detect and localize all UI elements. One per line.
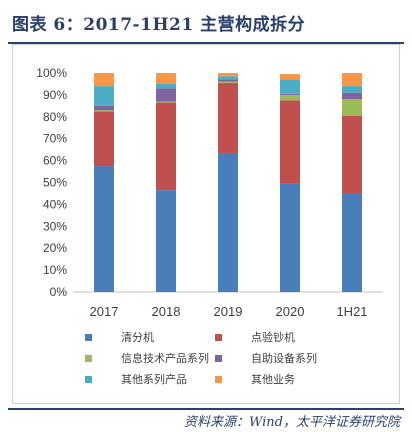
y-tick-label: 10%	[43, 263, 67, 277]
legend-swatch	[85, 376, 92, 383]
y-tick-label: 80%	[43, 110, 67, 124]
bar-segment-2018-1	[156, 102, 176, 191]
legend-label: 点验钞机	[251, 330, 295, 344]
x-tick-label: 2019	[214, 304, 243, 319]
y-tick-label: 30%	[43, 219, 67, 233]
legend-swatch	[215, 376, 222, 383]
y-tick-label: 60%	[43, 154, 67, 168]
bar-segment-2020-3	[280, 93, 300, 95]
legend-swatch	[215, 355, 222, 362]
bar-segment-2020-1	[280, 100, 300, 184]
legend-label: 自助设备系列	[251, 351, 317, 365]
y-tick-label: 40%	[43, 197, 67, 211]
bar-segment-2020-0	[280, 183, 300, 292]
y-tick-label: 100%	[36, 66, 67, 80]
source-note: 资料来源：Wind，太平洋证券研究院	[184, 415, 400, 430]
legend-label: 其他系列产品	[121, 372, 187, 386]
x-tick-label: 2020	[276, 304, 305, 319]
bar-segment-2017-0	[94, 166, 114, 292]
bottom-rule	[8, 408, 404, 410]
bar-segment-2017-2	[94, 110, 114, 112]
bar-segment-2020-2	[280, 94, 300, 101]
legend-label: 其他业务	[251, 373, 295, 386]
bar-segment-1H21-1	[342, 115, 362, 194]
y-tick-label: 90%	[43, 88, 67, 102]
x-tick-label: 2017	[90, 304, 119, 319]
bar-segment-2018-3	[156, 88, 176, 102]
bar-segment-2019-3	[218, 79, 238, 82]
bar-segment-2018-4	[156, 83, 176, 89]
x-tick-label: 1H21	[336, 304, 367, 319]
y-tick-label: 0%	[50, 285, 68, 299]
bar-segment-2018-0	[156, 190, 176, 292]
bar-segment-2019-1	[218, 82, 238, 153]
chart-frame: 0% 10% 20% 30% 40% 50% 60% 70% 80% 90% 100% 2017 201…	[12, 44, 400, 404]
legend-swatch	[85, 355, 92, 362]
bar-segment-2017-1	[94, 111, 114, 167]
bar-segment-2017-3	[94, 105, 114, 111]
bar-segment-2017-5	[94, 73, 114, 87]
bar-segment-1H21-5	[342, 73, 362, 87]
y-tick-label: 50%	[43, 176, 67, 190]
bar-segment-1H21-0	[342, 193, 362, 292]
bar-segment-2019-2	[218, 81, 238, 83]
title-bar: 图表 6：2017-1H21 主营构成拆分	[8, 6, 404, 44]
legend-label: 信息技术产品系列	[121, 351, 209, 365]
bar-segment-2020-5	[280, 74, 300, 80]
y-tick-label: 70%	[43, 132, 67, 146]
bar-segment-2018-5	[156, 73, 176, 84]
bar-segment-2019-5	[218, 73, 238, 77]
bar-segment-2018-2	[156, 101, 176, 103]
bar-segment-2019-0	[218, 152, 238, 292]
chart-title: 图表 6：2017-1H21 主营构成拆分	[12, 15, 306, 35]
bar-segment-2017-4	[94, 86, 114, 106]
title-rule	[8, 42, 404, 44]
legend-swatch	[85, 334, 92, 341]
legend-label: 清分机	[121, 330, 154, 344]
bar-segment-1H21-4	[342, 86, 362, 93]
bar-segment-2020-4	[280, 79, 300, 94]
x-tick-label: 2018	[152, 304, 181, 319]
bar-segment-2019-4	[218, 76, 238, 80]
y-tick-label: 20%	[43, 241, 67, 255]
bar-segment-1H21-3	[342, 92, 362, 100]
legend-swatch	[215, 334, 222, 341]
stacked-bar-chart: 0% 10% 20% 30% 40% 50% 60% 70% 80% 90% 100% 2017 201…	[36, 66, 383, 386]
bar-segment-1H21-2	[342, 99, 362, 116]
